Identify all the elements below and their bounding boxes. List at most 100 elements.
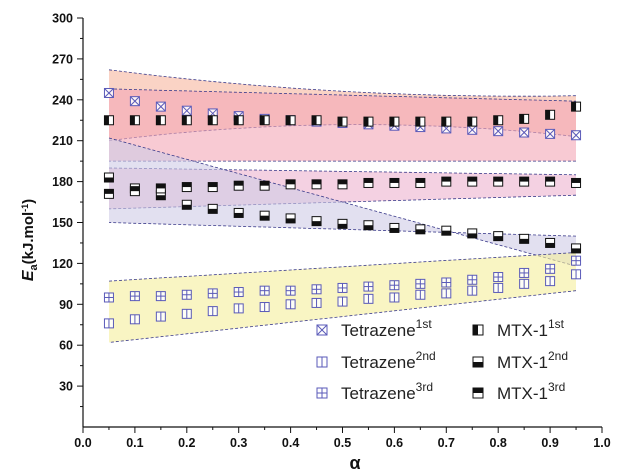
legend-series-name: Tetrazene <box>341 353 416 372</box>
x-tick-label: 0.4 <box>282 436 299 450</box>
legend-label: MTX-11st <box>497 317 565 340</box>
y-tick-label: 180 <box>52 175 73 189</box>
data-point <box>545 237 556 248</box>
data-point <box>233 207 244 218</box>
legend-marker <box>316 387 328 399</box>
legend-series-name: Tetrazene <box>341 384 416 403</box>
data-point <box>155 291 166 302</box>
legend-entry: MTX-13rd <box>472 380 565 403</box>
legend-series-sup: 1st <box>416 317 433 331</box>
legend-series-name: MTX-1 <box>497 384 548 403</box>
legend-marker <box>316 356 328 368</box>
x-tick-label: 1.0 <box>593 436 610 450</box>
series-mtx-1-3rd <box>103 176 582 199</box>
data-point <box>571 130 582 141</box>
data-point <box>415 116 426 127</box>
data-point <box>415 177 426 188</box>
y-axis-title-unit-close: ) <box>20 199 37 204</box>
x-tick-label: 0.7 <box>438 436 455 450</box>
legend-series-sup: 3rd <box>416 380 433 394</box>
data-point <box>337 282 348 293</box>
data-point <box>129 115 140 126</box>
series-mtx-1-1st <box>103 101 582 127</box>
data-point <box>207 306 218 317</box>
y-tick-label: 60 <box>59 339 73 353</box>
data-point <box>233 303 244 314</box>
data-point <box>233 287 244 298</box>
data-point <box>389 292 400 303</box>
data-point <box>415 224 426 235</box>
data-point <box>493 176 504 187</box>
band-0-upper-edge <box>108 69 577 97</box>
data-point <box>467 116 478 127</box>
series-tetrazene-3rd <box>103 255 582 303</box>
legend-label: Tetrazene2nd <box>341 349 436 372</box>
data-point <box>571 243 582 254</box>
axes: 30 60 90 120 150 180 210 240 270 300 0.0 0.1 0.2 0.3 0… <box>52 12 611 451</box>
data-point <box>155 101 166 112</box>
x-tick-label: 0.1 <box>126 436 143 450</box>
data-point <box>103 172 114 183</box>
data-point <box>155 311 166 322</box>
data-point <box>441 277 452 288</box>
data-point <box>571 177 582 188</box>
legend-series-sup: 1st <box>548 317 565 331</box>
data-point <box>467 274 478 285</box>
data-point <box>571 269 582 280</box>
data-point <box>311 115 322 126</box>
legend-series-name: MTX-1 <box>497 321 548 340</box>
y-axis-title-unit: (kJ.mol <box>20 212 37 265</box>
data-point <box>259 115 270 126</box>
data-point <box>467 124 478 135</box>
data-point <box>129 291 140 302</box>
data-point <box>519 127 530 138</box>
x-tick-label: 0.9 <box>541 436 558 450</box>
data-point <box>181 199 192 210</box>
legend-marker <box>316 324 328 336</box>
data-point <box>207 288 218 299</box>
legend-series-sup: 3rd <box>548 380 565 394</box>
legend-series-sup: 2nd <box>416 349 436 363</box>
x-axis-title: α <box>349 453 360 473</box>
legend-entry: MTX-12nd <box>472 349 568 372</box>
legend-marker <box>472 356 484 368</box>
data-point <box>285 299 296 310</box>
legend-series-name: Tetrazene <box>341 321 416 340</box>
data-point <box>493 231 504 242</box>
data-point <box>285 179 296 190</box>
data-point <box>311 216 322 227</box>
x-tick-label: 0.6 <box>386 436 403 450</box>
band-3-upper-edge <box>108 137 577 267</box>
legend-entry: MTX-11st <box>472 317 565 340</box>
data-point <box>233 180 244 191</box>
legend-marker <box>472 324 484 336</box>
data-point <box>519 233 530 244</box>
data-point <box>103 318 114 329</box>
data-point <box>129 186 140 197</box>
legend-series-name: MTX-1 <box>497 353 548 372</box>
legend-label: MTX-12nd <box>497 349 568 372</box>
data-point <box>441 116 452 127</box>
y-axis-title-main: E <box>20 269 37 281</box>
y-tick-label: 120 <box>52 257 73 271</box>
data-point <box>103 115 114 126</box>
data-point <box>545 263 556 274</box>
data-point <box>493 282 504 293</box>
data-point <box>493 272 504 283</box>
data-point <box>337 296 348 307</box>
y-tick-label: 300 <box>52 12 73 26</box>
data-point <box>389 280 400 291</box>
data-point <box>519 278 530 289</box>
data-point <box>311 297 322 308</box>
data-point <box>285 285 296 296</box>
data-point <box>181 289 192 300</box>
y-axis-title: Ea(kJ.mol-1) <box>20 199 40 281</box>
data-point <box>129 96 140 107</box>
data-point <box>207 203 218 214</box>
data-point <box>103 188 114 199</box>
data-point <box>181 105 192 116</box>
data-point <box>493 126 504 137</box>
data-point <box>337 179 348 190</box>
data-point <box>545 176 556 187</box>
